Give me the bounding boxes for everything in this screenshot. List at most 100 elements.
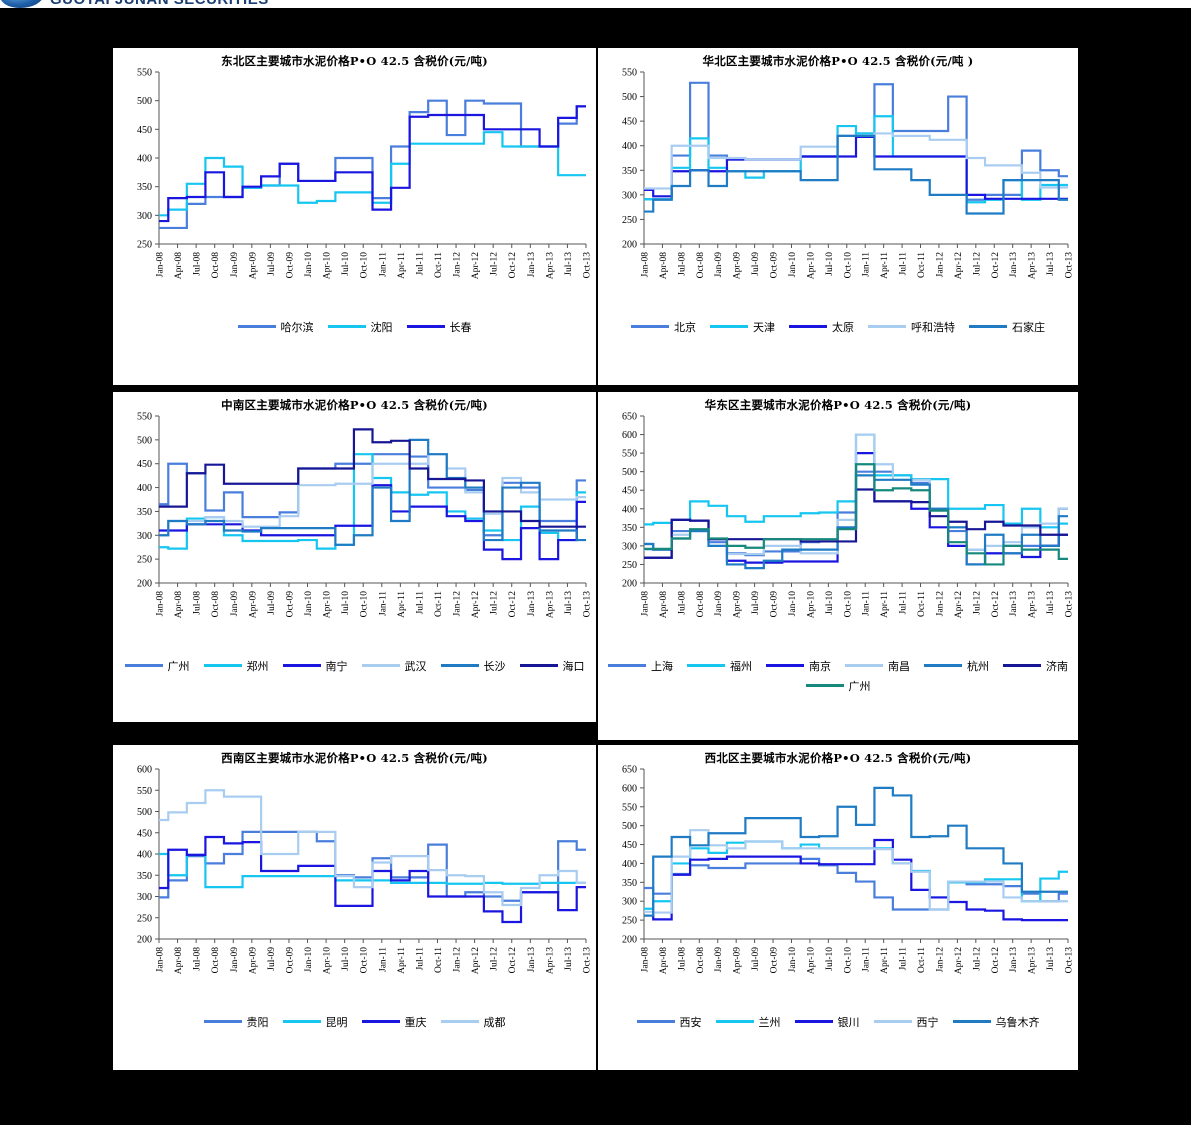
svg-text:Jul-09: Jul-09	[267, 946, 277, 970]
svg-text:Jan-10: Jan-10	[304, 946, 314, 972]
svg-text:Jan-09: Jan-09	[714, 251, 724, 277]
legend-item-石家庄[interactable]: 石家庄	[969, 319, 1045, 335]
svg-text:Apr-09: Apr-09	[248, 251, 258, 278]
chart-legend: 广州 郑州 南宁 武汉 长沙 海口	[113, 657, 596, 674]
legend-color-swatch	[282, 1020, 321, 1024]
svg-text:Apr-12: Apr-12	[954, 251, 964, 278]
svg-text:Jan-09: Jan-09	[714, 946, 724, 972]
legend-item-天津[interactable]: 天津	[710, 319, 775, 335]
svg-text:250: 250	[137, 239, 152, 250]
legend-label: 哈尔滨	[280, 320, 314, 334]
legend-item-郑州[interactable]: 郑州	[203, 658, 269, 674]
plot-area: 200 250 300 350 400 450 500 550 600 650 Jan-08 Apr-…	[598, 412, 1078, 657]
legend-item-广州[interactable]: 广州	[124, 658, 190, 674]
legend-label: 济南	[1046, 659, 1068, 673]
legend-item-长春[interactable]: 长春	[406, 319, 472, 335]
legend-item-福州[interactable]: 福州	[687, 658, 752, 674]
svg-text:Jul-13: Jul-13	[564, 590, 574, 614]
svg-text:Jan-08: Jan-08	[641, 590, 651, 616]
chart-title: 华北区主要城市水泥价格P•O 42.5 含税价(元/吨 )	[702, 54, 974, 68]
svg-text:Oct-09: Oct-09	[285, 590, 295, 617]
chart-panel-northeast: 东北区主要城市水泥价格P•O 42.5 含税价(元/吨) 250 300 350 40…	[113, 48, 596, 385]
svg-text:Apr-09: Apr-09	[248, 590, 258, 617]
legend-item-武汉[interactable]: 武汉	[361, 658, 427, 674]
svg-text:Jul-09: Jul-09	[751, 946, 761, 970]
legend-item-沈阳[interactable]: 沈阳	[327, 319, 393, 335]
svg-text:Jan-08: Jan-08	[156, 251, 166, 277]
svg-text:Jan-11: Jan-11	[862, 251, 872, 276]
legend-item-哈尔滨[interactable]: 哈尔滨	[237, 319, 314, 335]
svg-text:Oct-11: Oct-11	[434, 251, 444, 277]
svg-text:Jan-11: Jan-11	[378, 946, 388, 971]
legend-item-成都[interactable]: 成都	[440, 1014, 506, 1030]
svg-text:Oct-12: Oct-12	[508, 251, 518, 278]
legend-item-重庆[interactable]: 重庆	[361, 1014, 427, 1030]
legend-label: 贵阳	[246, 1015, 269, 1029]
svg-text:Jul-12: Jul-12	[972, 590, 982, 614]
legend-item-贵阳[interactable]: 贵阳	[203, 1014, 269, 1030]
svg-text:250: 250	[622, 915, 637, 926]
legend-item-杭州[interactable]: 杭州	[924, 658, 989, 674]
svg-text:Apr-11: Apr-11	[880, 590, 890, 617]
legend-color-swatch	[1003, 664, 1041, 668]
legend-item-南京[interactable]: 南京	[766, 658, 831, 674]
svg-text:300: 300	[137, 530, 152, 541]
legend-item-济南[interactable]: 济南	[1003, 658, 1068, 674]
legend-item-上海[interactable]: 上海	[608, 658, 673, 674]
svg-text:Apr-12: Apr-12	[954, 590, 964, 617]
svg-text:Apr-13: Apr-13	[545, 946, 555, 973]
legend-item-西宁[interactable]: 西宁	[873, 1014, 939, 1030]
legend-item-北京[interactable]: 北京	[631, 319, 696, 335]
legend-color-swatch	[845, 664, 883, 668]
chart-title: 西南区主要城市水泥价格P•O 42.5 含税价(元/吨)	[221, 751, 488, 765]
svg-text:Oct-11: Oct-11	[917, 946, 927, 972]
legend-item-海口[interactable]: 海口	[519, 658, 585, 674]
chart-panel-northwest: 西北区主要城市水泥价格P•O 42.5 含税价(元/吨) 200 250 300 35…	[598, 745, 1078, 1070]
svg-text:Oct-10: Oct-10	[843, 946, 853, 973]
svg-text:Jan-10: Jan-10	[788, 946, 798, 972]
svg-text:Jan-13: Jan-13	[527, 590, 537, 616]
legend-item-昆明[interactable]: 昆明	[282, 1014, 348, 1030]
legend-item-兰州[interactable]: 兰州	[715, 1014, 781, 1030]
svg-text:Apr-09: Apr-09	[733, 946, 743, 973]
legend-item-南宁[interactable]: 南宁	[282, 658, 348, 674]
legend-color-swatch	[924, 664, 962, 668]
svg-text:450: 450	[137, 828, 152, 839]
svg-text:Oct-09: Oct-09	[285, 946, 295, 973]
svg-text:Apr-12: Apr-12	[471, 251, 481, 278]
legend-item-银川[interactable]: 银川	[794, 1014, 860, 1030]
svg-text:550: 550	[137, 412, 152, 423]
svg-text:Oct-09: Oct-09	[285, 251, 295, 278]
svg-text:Jan-12: Jan-12	[935, 251, 945, 277]
legend-color-swatch	[952, 1020, 991, 1024]
svg-text:Jul-09: Jul-09	[267, 251, 277, 275]
svg-text:Oct-08: Oct-08	[211, 946, 221, 973]
legend-item-南昌[interactable]: 南昌	[845, 658, 910, 674]
svg-text:Jan-12: Jan-12	[453, 946, 463, 972]
svg-text:200: 200	[622, 239, 637, 250]
legend-label: 广州	[167, 659, 190, 673]
legend-item-太原[interactable]: 太原	[789, 319, 854, 335]
svg-text:550: 550	[622, 68, 637, 79]
svg-text:Apr-10: Apr-10	[323, 946, 333, 973]
svg-text:Jan-10: Jan-10	[788, 251, 798, 277]
chart-panel-central-south: 中南区主要城市水泥价格P•O 42.5 含税价(元/吨) 200 250 300 35…	[113, 392, 596, 722]
legend-item-广州[interactable]: 广州	[805, 678, 871, 694]
svg-text:Apr-11: Apr-11	[397, 590, 407, 617]
svg-text:Jul-10: Jul-10	[341, 590, 351, 614]
svg-text:Oct-08: Oct-08	[211, 251, 221, 278]
legend-color-swatch	[766, 664, 804, 668]
svg-text:Apr-09: Apr-09	[733, 251, 743, 278]
legend-item-长沙[interactable]: 长沙	[440, 658, 506, 674]
svg-text:Oct-12: Oct-12	[991, 251, 1001, 278]
svg-text:Oct-13: Oct-13	[1065, 590, 1075, 617]
legend-item-呼和浩特[interactable]: 呼和浩特	[868, 319, 955, 335]
legend-item-乌鲁木齐[interactable]: 乌鲁木齐	[952, 1014, 1040, 1030]
svg-text:450: 450	[622, 116, 637, 127]
legend-label: 武汉	[404, 659, 427, 673]
legend-item-西安[interactable]: 西安	[636, 1014, 702, 1030]
legend-color-swatch	[406, 325, 445, 329]
legend-color-swatch	[710, 325, 748, 329]
svg-text:500: 500	[622, 92, 637, 103]
svg-text:Jan-10: Jan-10	[304, 590, 314, 616]
